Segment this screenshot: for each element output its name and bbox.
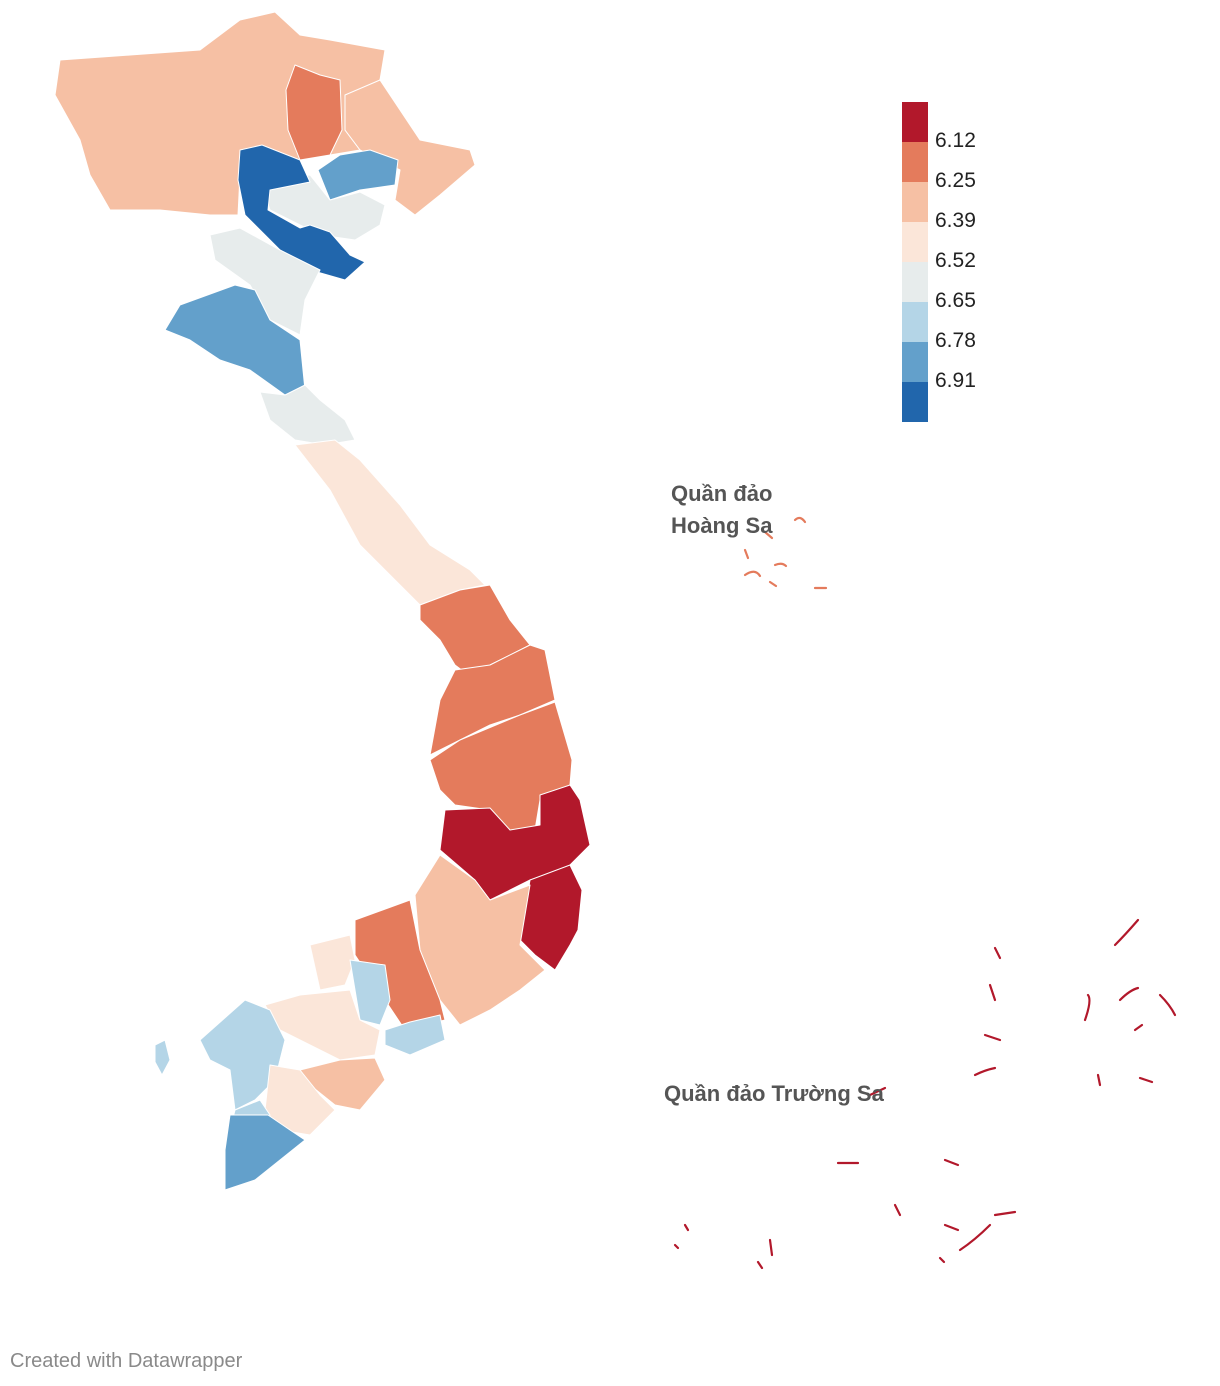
legend-label: 6.91	[935, 369, 976, 392]
legend-swatch	[902, 182, 928, 222]
hoang-sa-label-line2: Hoàng Sa	[671, 513, 773, 538]
region-hanoi[interactable]	[237, 144, 366, 281]
legend-swatch	[902, 302, 928, 342]
hoang-sa-label: Quần đảo Hoàng Sa	[671, 478, 772, 542]
legend-label: 6.25	[935, 169, 976, 192]
region-northeast[interactable]	[344, 79, 476, 216]
legend-swatch	[902, 262, 928, 302]
legend-label: 6.78	[935, 329, 976, 352]
region-binh-duong[interactable]	[349, 959, 391, 1026]
region-long-an[interactable]	[264, 989, 381, 1061]
legend-label: 6.65	[935, 289, 976, 312]
legend-swatch	[902, 142, 928, 182]
truong-sa-label: Quần đảo Trường Sa	[664, 1081, 884, 1106]
truong-sa-islands	[673, 918, 1177, 1270]
region-thai-nguyen[interactable]	[285, 64, 343, 161]
hoang-sa-islands	[743, 516, 828, 590]
legend-swatch	[902, 342, 928, 382]
legend-swatch	[902, 382, 928, 422]
region-tay-ninh[interactable]	[309, 934, 356, 991]
region-ha-tinh[interactable]	[259, 384, 356, 446]
legend-label: 6.12	[935, 129, 976, 152]
region-north-central[interactable]	[294, 439, 486, 606]
legend-label: 6.52	[935, 249, 976, 272]
region-khanh-hoa[interactable]	[519, 864, 583, 971]
region-ca-mau[interactable]	[224, 1114, 306, 1191]
legend-swatch	[902, 102, 928, 142]
color-legend: 6.12 6.25 6.39 6.52 6.65 6.78 6.91	[902, 102, 1022, 422]
legend-label: 6.39	[935, 209, 976, 232]
legend-swatch	[902, 222, 928, 262]
hoang-sa-label-line1: Quần đảo	[671, 481, 773, 506]
region-phu-quoc[interactable]	[154, 1039, 171, 1076]
region-an-giang[interactable]	[199, 999, 286, 1111]
region-thanh-hoa[interactable]	[209, 227, 321, 336]
region-hcmc[interactable]	[384, 1014, 446, 1056]
region-red-river-delta[interactable]	[259, 174, 386, 241]
datawrapper-credit[interactable]: Created with Datawrapper	[10, 1350, 243, 1372]
